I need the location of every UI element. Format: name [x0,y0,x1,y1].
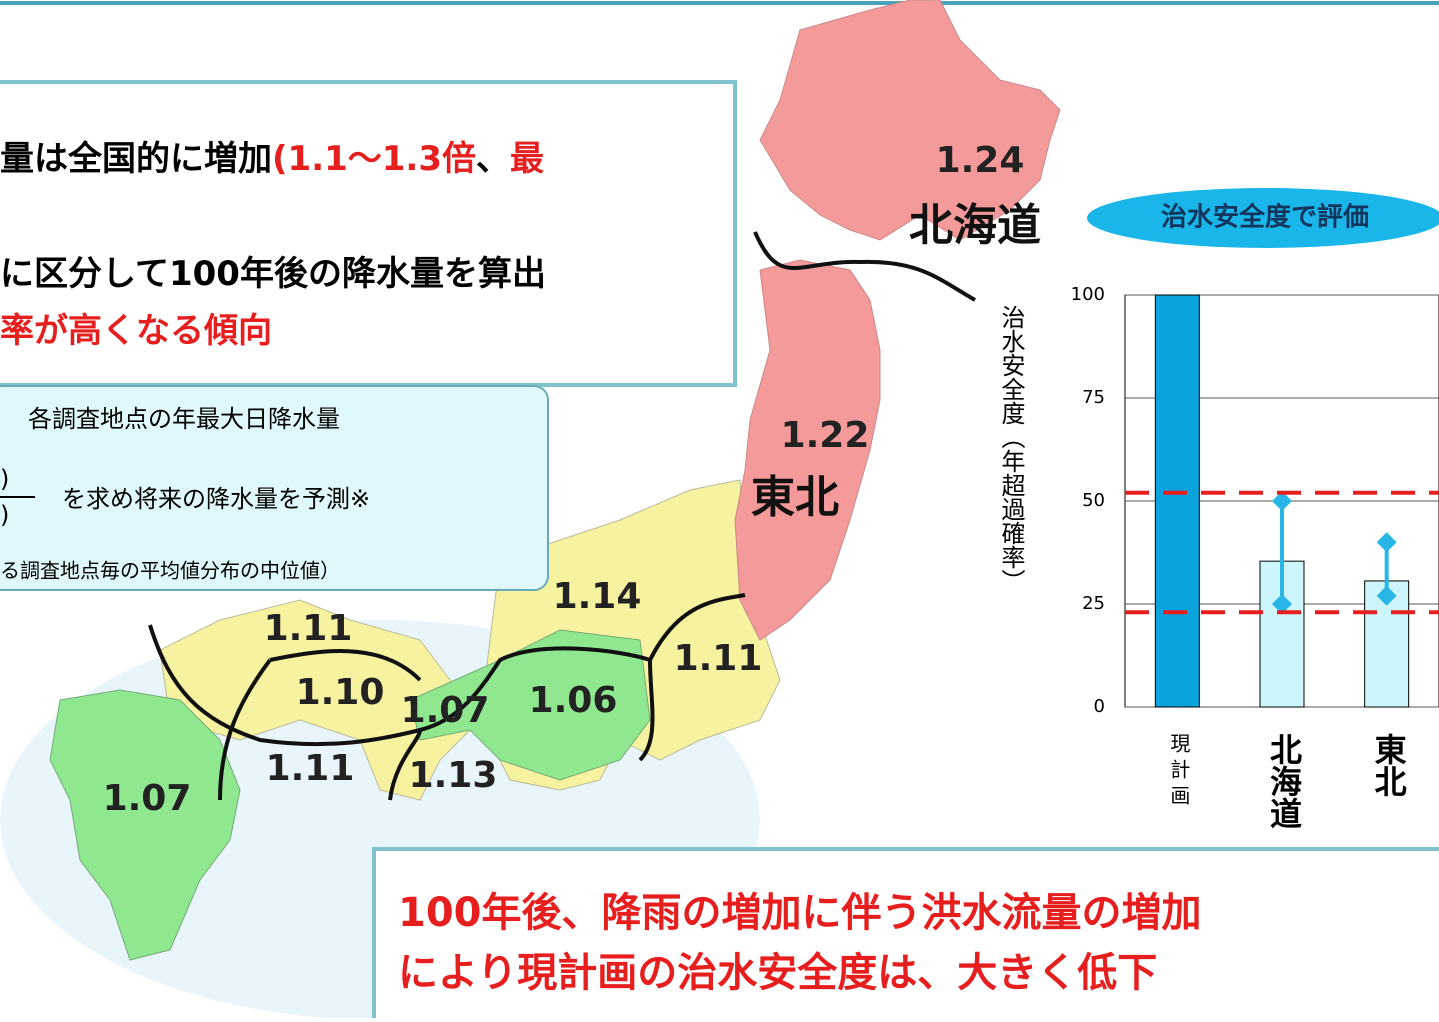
region-value: 1.22 [781,415,870,456]
chart: 0 25 50 75 100 治水安全度（年超過確率） 現計画 北海道 東北 [997,284,1439,829]
region-value: 1.06 [529,680,618,721]
region-value: 1.14 [553,576,642,617]
badge-text: 治水安全度で評価 [1161,202,1369,233]
y-tick-label: 75 [1082,387,1105,408]
headline-part: 最 [510,139,544,179]
headline: 量は全国的に増加(1.1～1.3倍、最 [0,139,544,179]
region-name: 東北 [751,472,839,523]
headline-part: に区分して100年後の降水量を算出 [0,254,546,294]
headline-part: 量は全国的に増加 [0,139,272,179]
region-value: 1.07 [103,778,192,819]
headline-part: 率が高くなる傾向 [0,311,272,351]
y-tick-label: 50 [1082,490,1105,511]
range-diamond [1272,491,1292,511]
region-value: 1.11 [266,748,355,789]
fraction-bottom: ) [0,501,9,529]
region-value: 1.10 [296,672,385,713]
headline-part: 、 [476,139,510,179]
fraction-top: ) [0,465,9,493]
headline: 率が高くなる傾向 [0,311,272,351]
y-tick-label: 0 [1094,696,1105,717]
note-footnote: る調査地点毎の平均値分布の中位値） [0,559,340,583]
x-tick-label: 東北 [1370,733,1408,797]
conclusion-box: 100年後、降雨の増加に伴う洪水流量の増加 により現計画の治水安全度は、大きく低… [372,847,1439,1022]
y-tick-label: 25 [1082,593,1105,614]
conclusion: により現計画の治水安全度は、大きく低下 [398,950,1157,996]
badge: 治水安全度で評価 [1087,188,1439,248]
range-diamond [1376,585,1397,606]
conclusion: 100年後、降雨の増加に伴う洪水流量の増加 [398,890,1202,936]
x-tick-label: 北海道 [1265,733,1303,829]
region-value: 1.07 [401,690,490,731]
region-value: 1.11 [264,608,353,649]
region-value: 1.24 [936,140,1025,181]
region-labels: 1.24 北海道 1.22 東北 1.14 1.11 1.10 1.07 1.06 1.11 1.1… [103,140,1041,819]
region-value: 1.13 [409,755,498,796]
region-value: 1.11 [674,638,763,679]
y-tick-label: 100 [1071,284,1105,305]
note-box: 各調査地点の年最大日降水量 ) ) を求め将来の降水量を予測※ る調査地点毎の平… [0,385,549,591]
note-text: を求め将来の降水量を予測※ [62,485,370,513]
region-name: 北海道 [909,200,1041,251]
top-box: 量は全国的に増加(1.1～1.3倍、最 に区分して100年後の降水量を算出 率が… [0,80,737,387]
headline: に区分して100年後の降水量を算出 [0,254,546,294]
x-tick-label: 現計画 [1167,733,1191,811]
range-diamond [1376,532,1397,553]
range-diamond [1272,594,1292,614]
bar [1154,294,1200,708]
headline-part: (1.1～1.3倍 [272,139,476,179]
y-axis-label: 治水安全度（年超過確率） [997,305,1025,593]
note-text: 各調査地点の年最大日降水量 [28,405,340,433]
